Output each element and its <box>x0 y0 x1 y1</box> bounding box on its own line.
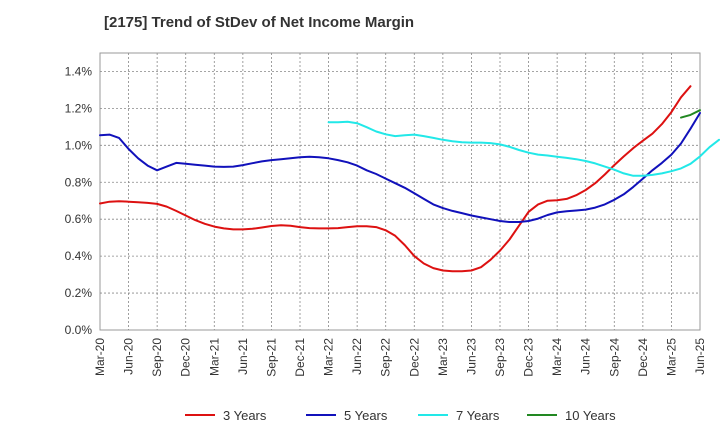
x-tick-label: Dec-20 <box>179 338 193 377</box>
y-tick-label: 1.2% <box>65 101 93 115</box>
x-tick-label: Jun-23 <box>464 338 478 375</box>
x-tick-label: Sep-20 <box>150 338 164 377</box>
series-line-4 <box>680 109 701 119</box>
y-tick-label: 0.8% <box>65 175 93 189</box>
x-tick-label: Jun-22 <box>350 338 364 375</box>
series-line-2 <box>99 112 701 223</box>
x-tick-label: Mar-21 <box>207 338 221 376</box>
x-tick-label: Jun-21 <box>236 338 250 375</box>
x-tick-label: Dec-23 <box>522 338 536 377</box>
series-line-3 <box>327 120 720 177</box>
x-tick-label: Jun-20 <box>122 338 136 375</box>
x-tick-label: Dec-21 <box>293 338 307 377</box>
y-tick-label: 1.0% <box>65 138 93 152</box>
x-tick-label: Jun-24 <box>579 338 593 375</box>
y-tick-label: 0.2% <box>65 286 93 300</box>
x-tick-label: Dec-24 <box>636 338 650 377</box>
legend-label-4: 10 Years <box>565 408 616 423</box>
x-tick-label: Mar-25 <box>664 338 678 376</box>
y-tick-label: 0.0% <box>65 323 93 337</box>
legend-label-3: 7 Years <box>456 408 500 423</box>
legend-label-1: 3 Years <box>223 408 267 423</box>
x-tick-label: Sep-23 <box>493 338 507 377</box>
plot-area <box>99 52 701 331</box>
x-tick-label: Mar-24 <box>550 338 564 376</box>
x-tick-label: Sep-22 <box>379 338 393 377</box>
legend-label-2: 5 Years <box>344 408 388 423</box>
x-tick-label: Mar-22 <box>322 338 336 376</box>
x-tick-label: Dec-22 <box>407 338 421 377</box>
series-line-1 <box>99 85 692 273</box>
x-tick-label: Jun-25 <box>693 338 707 375</box>
x-tick-label: Mar-23 <box>436 338 450 376</box>
x-tick-label: Mar-20 <box>93 338 107 376</box>
y-tick-label: 0.4% <box>65 249 93 263</box>
y-tick-label: 1.4% <box>65 64 93 78</box>
x-tick-label: Sep-21 <box>264 338 278 377</box>
chart-title: [2175] Trend of StDev of Net Income Marg… <box>104 14 415 31</box>
x-tick-label: Sep-24 <box>607 338 621 377</box>
y-tick-label: 0.6% <box>65 212 93 226</box>
